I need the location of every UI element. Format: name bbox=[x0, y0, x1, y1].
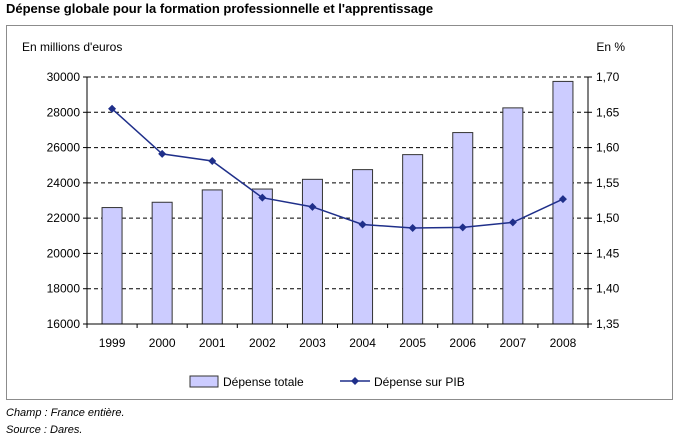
left-tick-label: 28000 bbox=[47, 105, 81, 119]
pib-marker bbox=[258, 193, 267, 202]
right-axis-label: En % bbox=[596, 40, 625, 54]
bar bbox=[151, 201, 173, 325]
pib-marker bbox=[558, 195, 567, 204]
pib-marker bbox=[158, 149, 167, 158]
pib-line bbox=[111, 108, 564, 229]
right-tick-label: 1,35 bbox=[596, 317, 620, 331]
left-tick-label: 20000 bbox=[47, 246, 81, 260]
legend: Dépense totale Dépense sur PIB bbox=[189, 375, 465, 389]
legend-line-marker bbox=[351, 377, 359, 385]
legend-bar-swatch bbox=[189, 375, 219, 388]
x-tick-label: 2008 bbox=[550, 336, 577, 350]
pib-marker bbox=[408, 224, 417, 233]
bar bbox=[502, 107, 524, 325]
pib-marker bbox=[308, 202, 317, 211]
chart-title: Dépense globale pour la formation profes… bbox=[6, 1, 434, 16]
right-tick-label: 1,50 bbox=[596, 211, 620, 225]
right-tick-label: 1,40 bbox=[596, 282, 620, 296]
bar bbox=[301, 178, 323, 325]
pib-marker bbox=[508, 218, 517, 227]
x-tick-label: 2000 bbox=[149, 336, 176, 350]
x-tick-label: 2001 bbox=[199, 336, 226, 350]
right-tick-label: 1,60 bbox=[596, 141, 620, 155]
left-tick-label: 26000 bbox=[47, 141, 81, 155]
right-tick-label: 1,55 bbox=[596, 176, 620, 190]
left-tick-label: 18000 bbox=[47, 282, 81, 296]
chart-frame bbox=[6, 25, 673, 400]
x-tick-label: 2002 bbox=[249, 336, 276, 350]
x-tick-label: 1999 bbox=[99, 336, 126, 350]
bar bbox=[402, 154, 424, 325]
bar bbox=[352, 169, 374, 325]
right-tick-label: 1,65 bbox=[596, 105, 620, 119]
legend-bar-label: Dépense totale bbox=[223, 375, 304, 389]
legend-line-label: Dépense sur PIB bbox=[374, 375, 465, 389]
plot-area: 16000 18000 20000 22000 24000 26000 28000 30000… bbox=[47, 70, 620, 350]
x-tick-label: 2005 bbox=[399, 336, 426, 350]
bar bbox=[101, 207, 123, 325]
left-axis-label: En millions d'euros bbox=[22, 40, 122, 54]
left-tick-label: 16000 bbox=[47, 317, 81, 331]
x-tick-label: 2003 bbox=[299, 336, 326, 350]
source-note: Source : Dares. bbox=[6, 424, 83, 436]
bar bbox=[251, 188, 273, 325]
left-tick-label: 22000 bbox=[47, 211, 81, 225]
champ-note: Champ : France entière. bbox=[6, 407, 125, 419]
right-tick-label: 1,70 bbox=[596, 70, 620, 84]
x-tick-label: 2004 bbox=[349, 336, 376, 350]
bar bbox=[201, 189, 223, 325]
pib-marker bbox=[458, 223, 467, 232]
right-tick-label: 1,45 bbox=[596, 246, 620, 260]
pib-marker bbox=[108, 104, 117, 113]
pib-marker bbox=[358, 220, 367, 229]
left-tick-label: 24000 bbox=[47, 176, 81, 190]
x-tick-label: 2006 bbox=[449, 336, 476, 350]
x-tick-label: 2007 bbox=[499, 336, 526, 350]
pib-marker bbox=[208, 156, 217, 165]
left-tick-label: 30000 bbox=[47, 70, 81, 84]
